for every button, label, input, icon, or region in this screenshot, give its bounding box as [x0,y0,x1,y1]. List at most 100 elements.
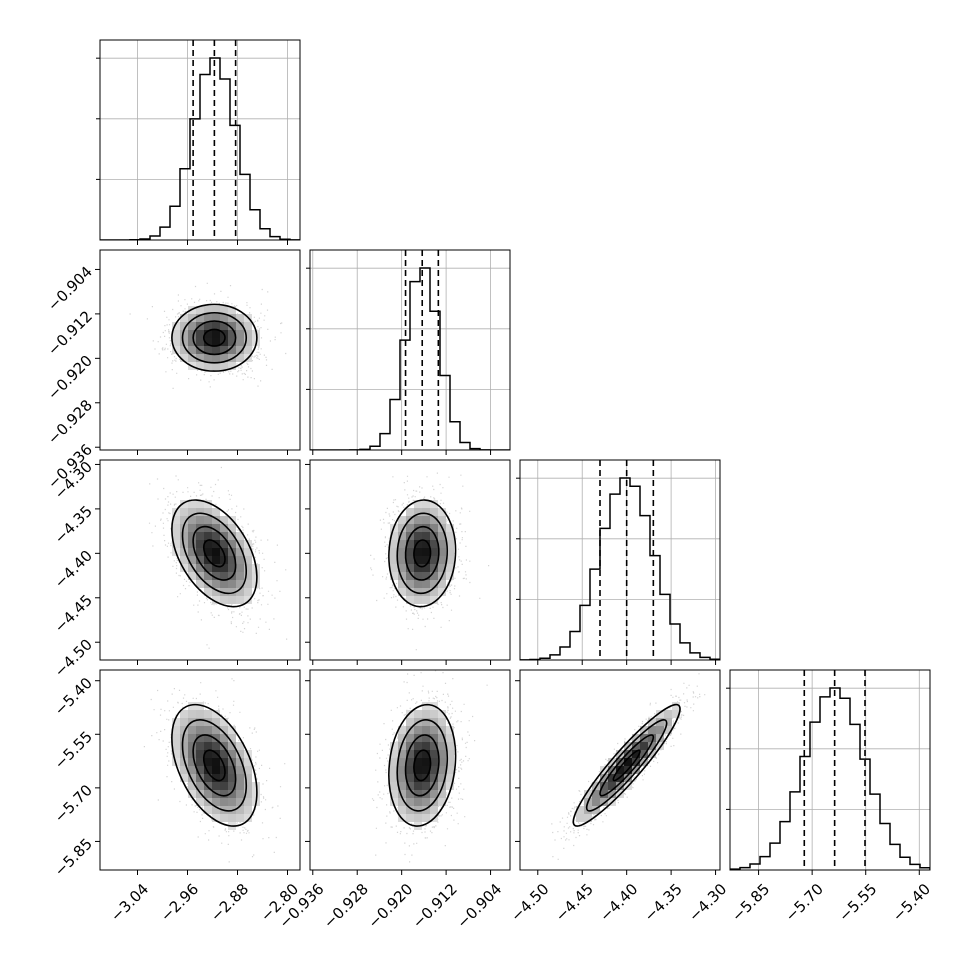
density-cell [196,774,204,782]
density-cell [398,572,406,580]
density-cell [648,726,656,734]
density-cell [430,516,438,524]
density-cell [196,702,204,710]
density-cell [228,596,236,604]
density-cell [204,726,212,734]
density-cell [228,734,236,742]
contour-line [181,311,248,364]
density-cell [228,540,236,548]
density-cell [438,718,446,726]
density-cell [204,330,212,338]
density-cell [220,572,228,580]
density-cell [422,742,430,750]
contour-line [404,734,440,797]
density-cell [180,354,188,362]
density-cell [212,726,220,734]
density-cell [252,572,260,580]
density-cell [398,806,406,814]
density-cell [390,540,398,548]
scatter-panel-3-0 [99,669,301,871]
density-cell [600,790,608,798]
density-cell [430,580,438,588]
density-cell [446,726,454,734]
density-cell [204,524,212,532]
density-cell [196,540,204,548]
density-cell [422,726,430,734]
density-cell [414,798,422,806]
density-cell [188,540,196,548]
density-cell [430,524,438,532]
density-cell [172,718,180,726]
density-cell [438,516,446,524]
density-cell [632,766,640,774]
density-cell [656,726,664,734]
density-cell [244,814,252,822]
density-cell [220,750,228,758]
density-cell [188,322,196,330]
density-cell [406,814,414,822]
density-cell [624,774,632,782]
panel-frame [99,39,301,241]
density-cell [244,548,252,556]
density-cell [228,322,236,330]
density-cell [414,774,422,782]
y-tick-label: −4.35 [51,502,96,547]
density-cell [244,766,252,774]
density-cell [204,758,212,766]
density-cell [414,726,422,734]
density-cell [430,500,438,508]
density-cell [414,556,422,564]
density-cell [576,814,584,822]
density-cell [398,766,406,774]
y-tick-label: −4.40 [51,547,96,592]
density-cell [212,540,220,548]
density-cell [244,790,252,798]
density-cell [236,548,244,556]
density-cell [414,508,422,516]
density-cell [212,580,220,588]
density-cell [446,548,454,556]
density-cell [236,322,244,330]
density-cell [220,314,228,322]
density-cell [204,806,212,814]
scatter-points [148,466,288,649]
contour-line [388,499,457,608]
density-cell [446,540,454,548]
density-cell [196,766,204,774]
density-cell [406,540,414,548]
density-cell [204,322,212,330]
y-tick-label: −0.928 [44,396,96,448]
density-cell [648,718,656,726]
density-cell [600,774,608,782]
density-cell [204,362,212,370]
density-cell [220,556,228,564]
density-cell [188,548,196,556]
density-cell [204,354,212,362]
contour-line [585,719,668,812]
density-cell [446,572,454,580]
panel-frame [309,249,511,451]
density-cell [204,346,212,354]
density-cell [228,564,236,572]
density-cell [414,814,422,822]
density-cell [212,548,220,556]
density-cell [220,524,228,532]
density-cell [220,362,228,370]
density-cell [406,564,414,572]
density-cell [196,548,204,556]
density-cell [204,734,212,742]
density-cell [228,790,236,798]
density-cell [188,572,196,580]
contour-line [202,328,226,347]
density-cell [204,766,212,774]
density-cell [188,782,196,790]
density-cell [228,726,236,734]
density-cell [236,580,244,588]
contour-line [192,734,237,797]
density-cell [446,564,454,572]
density-cell [204,548,212,556]
density-cell [196,710,204,718]
density-cell [430,588,438,596]
density-cell [188,726,196,734]
